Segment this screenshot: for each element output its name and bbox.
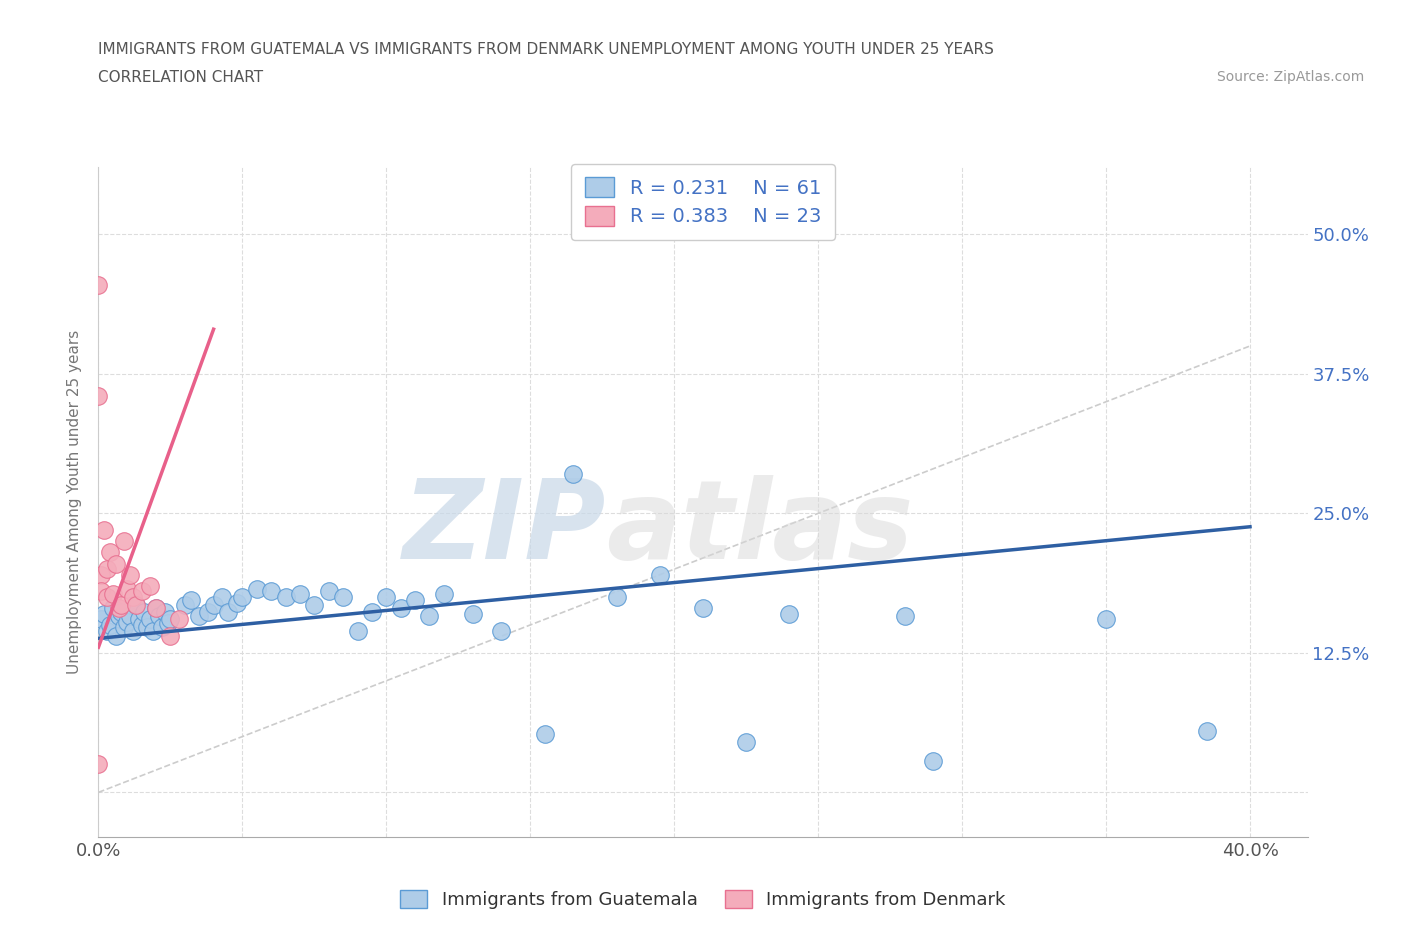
Point: [112, 619, 135, 634]
Point: [139, 612, 162, 627]
Point: [136, 619, 159, 634]
Point: [101, 601, 124, 616]
Point: [1195, 724, 1218, 738]
Point: [122, 590, 145, 604]
Point: [98, 618, 121, 632]
Point: [90, 612, 112, 627]
Point: [893, 608, 915, 623]
Point: [115, 614, 138, 629]
Text: Source: ZipAtlas.com: Source: ZipAtlas.com: [1216, 70, 1364, 84]
Point: [139, 578, 162, 593]
Point: [288, 586, 311, 601]
Point: [112, 534, 135, 549]
Point: [110, 604, 132, 619]
Point: [159, 629, 181, 644]
Point: [225, 595, 247, 610]
Point: [87, 757, 110, 772]
Point: [159, 612, 181, 627]
Point: [260, 584, 283, 599]
Point: [211, 590, 233, 604]
Point: [128, 612, 150, 627]
Point: [134, 604, 156, 619]
Point: [188, 608, 211, 623]
Point: [125, 597, 148, 612]
Point: [346, 623, 368, 638]
Y-axis label: Unemployment Among Youth under 25 years: Unemployment Among Youth under 25 years: [67, 330, 83, 674]
Legend: R = 0.231    N = 61, R = 0.383    N = 23: R = 0.231 N = 61, R = 0.383 N = 23: [571, 164, 835, 240]
Point: [418, 608, 440, 623]
Point: [90, 584, 112, 599]
Point: [122, 623, 145, 638]
Point: [110, 597, 132, 612]
Point: [274, 590, 297, 604]
Point: [150, 619, 173, 634]
Point: [332, 590, 354, 604]
Point: [491, 623, 513, 638]
Point: [433, 586, 456, 601]
Point: [778, 606, 800, 621]
Text: atlas: atlas: [606, 475, 914, 582]
Point: [87, 389, 110, 404]
Point: [922, 753, 945, 768]
Point: [735, 735, 758, 750]
Point: [180, 593, 202, 608]
Point: [107, 601, 129, 616]
Point: [115, 582, 138, 597]
Point: [120, 608, 142, 623]
Point: [153, 604, 176, 619]
Point: [148, 608, 170, 623]
Point: [104, 629, 127, 644]
Legend: Immigrants from Guatemala, Immigrants from Denmark: Immigrants from Guatemala, Immigrants fr…: [394, 883, 1012, 916]
Point: [98, 545, 121, 560]
Point: [101, 586, 124, 601]
Text: IMMIGRANTS FROM GUATEMALA VS IMMIGRANTS FROM DENMARK UNEMPLOYMENT AMONG YOUTH UN: IMMIGRANTS FROM GUATEMALA VS IMMIGRANTS …: [98, 42, 994, 57]
Point: [246, 582, 269, 597]
Point: [1095, 612, 1118, 627]
Point: [93, 523, 115, 538]
Point: [231, 590, 253, 604]
Text: CORRELATION CHART: CORRELATION CHART: [98, 70, 263, 85]
Point: [93, 606, 115, 621]
Point: [404, 593, 426, 608]
Point: [461, 606, 484, 621]
Point: [142, 623, 165, 638]
Point: [606, 590, 628, 604]
Point: [120, 567, 142, 582]
Point: [145, 601, 167, 616]
Point: [692, 601, 714, 616]
Point: [131, 618, 153, 632]
Point: [107, 608, 129, 623]
Point: [389, 601, 412, 616]
Point: [96, 562, 118, 577]
Point: [87, 277, 110, 292]
Point: [90, 567, 112, 582]
Point: [104, 556, 127, 571]
Point: [304, 597, 326, 612]
Point: [562, 467, 585, 482]
Point: [125, 597, 148, 612]
Text: ZIP: ZIP: [402, 475, 606, 582]
Point: [202, 597, 225, 612]
Point: [96, 623, 118, 638]
Point: [318, 584, 340, 599]
Point: [375, 590, 398, 604]
Point: [173, 597, 195, 612]
Point: [156, 616, 179, 631]
Point: [131, 584, 153, 599]
Point: [96, 590, 118, 604]
Point: [145, 601, 167, 616]
Point: [648, 567, 671, 582]
Point: [217, 604, 239, 619]
Point: [533, 727, 555, 742]
Point: [167, 612, 190, 627]
Point: [361, 604, 384, 619]
Point: [197, 604, 219, 619]
